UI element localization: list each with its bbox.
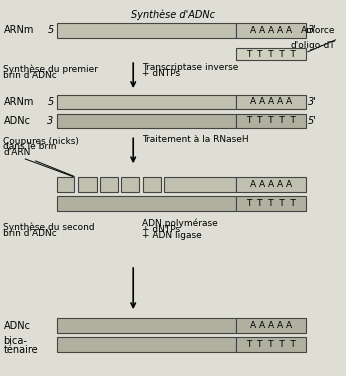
Bar (236, 114, 306, 128)
Bar (236, 95, 306, 109)
Bar (78, 177, 97, 192)
Text: A A A A A: A A A A A (250, 26, 292, 35)
Text: brin d'ADNc: brin d'ADNc (3, 229, 57, 238)
Text: d'oligo-dT: d'oligo-dT (291, 41, 336, 50)
Text: A A A A A: A A A A A (250, 321, 292, 330)
Bar (236, 48, 306, 60)
Text: Transcriptase inverse: Transcriptase inverse (142, 63, 238, 72)
Text: brin d'ADNc: brin d'ADNc (3, 71, 57, 80)
Bar (164, 177, 236, 192)
Text: Traitement à la RNaseH: Traitement à la RNaseH (142, 135, 248, 144)
Bar (57, 177, 74, 192)
Text: T  T  T  T  T: T T T T T (246, 116, 296, 125)
Text: 5: 5 (47, 97, 54, 107)
Bar (57, 337, 236, 352)
Text: ADN polymérase: ADN polymérase (142, 219, 218, 229)
Bar (57, 318, 236, 333)
Text: 3': 3' (308, 97, 317, 107)
Bar (236, 196, 306, 211)
Text: ARNm: ARNm (3, 97, 34, 107)
Text: ADNc: ADNc (3, 116, 30, 126)
Text: dans le brin: dans le brin (3, 142, 57, 151)
Text: 3': 3' (308, 26, 317, 35)
Bar (236, 337, 306, 352)
Text: Coupures (nicks): Coupures (nicks) (3, 136, 79, 146)
Bar (57, 114, 236, 128)
Text: Synthèse du premier: Synthèse du premier (3, 65, 99, 74)
Text: Synthèse d'ADNc: Synthèse d'ADNc (131, 9, 215, 20)
Text: 5': 5' (308, 116, 317, 126)
Text: ADNc: ADNc (3, 321, 30, 331)
Text: ténaire: ténaire (3, 345, 38, 355)
Text: bica-: bica- (3, 337, 27, 346)
Text: Synthèse du second: Synthèse du second (3, 223, 95, 232)
Bar (57, 95, 236, 109)
Text: A A A A A: A A A A A (250, 180, 292, 189)
Text: + dNTPs: + dNTPs (142, 225, 180, 234)
Text: Amorce: Amorce (301, 26, 336, 35)
Text: + ADN ligase: + ADN ligase (142, 230, 202, 240)
Text: T  T  T  T  T: T T T T T (246, 199, 296, 208)
Bar (236, 177, 306, 192)
Bar (143, 177, 161, 192)
Text: A A A A A: A A A A A (250, 97, 292, 106)
Text: 5: 5 (47, 26, 54, 35)
Bar (57, 196, 236, 211)
Text: + dNTPs: + dNTPs (142, 69, 180, 78)
Text: 3: 3 (47, 116, 54, 126)
Text: T  T  T  T  T: T T T T T (246, 340, 296, 349)
Bar (57, 23, 236, 38)
Bar (100, 177, 118, 192)
Bar (236, 318, 306, 333)
Bar (121, 177, 139, 192)
Bar (236, 23, 306, 38)
Text: ARNm: ARNm (3, 26, 34, 35)
Text: d'ARN: d'ARN (3, 148, 31, 157)
Text: T  T  T  T  T: T T T T T (246, 50, 296, 59)
